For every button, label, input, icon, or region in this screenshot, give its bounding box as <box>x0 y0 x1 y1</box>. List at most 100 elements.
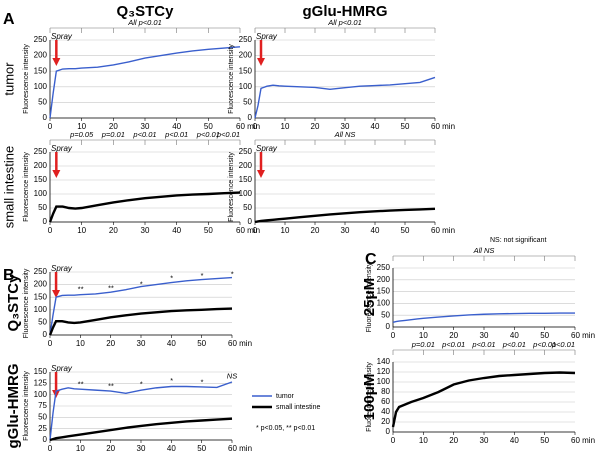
spray-label: Spray <box>256 32 278 41</box>
y-tick-label: 150 <box>34 66 48 75</box>
x-tick-label: 10 <box>77 226 86 235</box>
series-line <box>391 371 576 428</box>
y-tick-label: 0 <box>43 113 48 122</box>
x-tick-label: 10 <box>281 226 290 235</box>
y-tick-label: 100 <box>34 189 48 198</box>
annotation: p<0.01 <box>216 130 240 139</box>
x-tick-label: 60 min <box>236 122 260 131</box>
x-tick-label: 20 <box>311 226 320 235</box>
annotation: p<0.01 <box>441 340 465 349</box>
x-tick-label: 30 <box>480 331 489 340</box>
y-tick-label: 50 <box>38 318 47 327</box>
legend-label: tumor <box>276 393 295 400</box>
x-tick-label: 60 min <box>571 436 595 445</box>
y-tick-label: 100 <box>239 189 253 198</box>
y-tick-label: 50 <box>381 310 390 319</box>
x-tick-label: 40 <box>510 436 519 445</box>
y-tick-label: 100 <box>34 82 48 91</box>
x-tick-label: 40 <box>167 339 176 348</box>
x-tick-label: 60 min <box>571 331 595 340</box>
y-axis-label: Fluorescence intensity <box>23 152 30 222</box>
x-tick-label: 20 <box>106 339 115 348</box>
annotation: ** <box>108 381 115 390</box>
y-tick-label: 150 <box>34 292 48 301</box>
x-tick-label: 40 <box>167 444 176 453</box>
y-tick-label: 200 <box>239 161 253 170</box>
y-tick-label: 140 <box>377 357 391 366</box>
annotation: * <box>170 376 174 385</box>
annotation: * <box>170 273 174 282</box>
x-tick-label: 0 <box>48 122 53 131</box>
annotation: All p<0.01 <box>327 18 362 27</box>
panel-label: C <box>365 251 377 268</box>
x-tick-label: 20 <box>106 444 115 453</box>
annotation: p=0.01 <box>411 340 435 349</box>
y-axis-label: Fluorescence intensity <box>366 362 373 432</box>
x-tick-label: 60 min <box>228 339 252 348</box>
annotation: NS <box>227 372 237 381</box>
panel-label: A <box>3 11 15 28</box>
series-line <box>254 207 436 224</box>
x-tick-label: 30 <box>341 226 350 235</box>
column-header: Q₃STCy <box>117 3 175 20</box>
y-axis-label: Fluorescence intensity <box>23 268 30 338</box>
series-line <box>48 307 233 336</box>
spray-label: Spray <box>51 144 73 153</box>
x-tick-label: 50 <box>204 122 213 131</box>
annotation: All p<0.01 <box>127 18 162 27</box>
annotation: p<0.01 <box>164 130 188 139</box>
y-tick-label: 0 <box>43 217 48 226</box>
x-tick-label: 40 <box>172 122 181 131</box>
spray-arrowhead <box>257 170 265 178</box>
y-tick-label: 75 <box>38 401 47 410</box>
spray-arrowhead <box>52 58 61 66</box>
x-tick-label: 60 min <box>431 122 455 131</box>
y-tick-label: 0 <box>386 322 391 331</box>
x-tick-label: 50 <box>401 122 410 131</box>
series-line <box>49 381 233 441</box>
y-tick-label: 20 <box>381 417 390 426</box>
y-tick-label: 150 <box>239 66 253 75</box>
x-tick-label: 40 <box>371 122 380 131</box>
x-tick-label: 0 <box>391 436 396 445</box>
x-tick-label: 30 <box>341 122 350 131</box>
annotation: p<0.01 <box>532 340 556 349</box>
y-tick-label: 250 <box>239 147 253 156</box>
note: NS: not significant <box>490 237 546 244</box>
y-tick-label: 50 <box>38 412 47 421</box>
series-line <box>49 276 233 336</box>
note: * p<0.05, ** p<0.01 <box>256 425 315 432</box>
series-line <box>392 312 575 323</box>
annotation: ** <box>77 285 84 294</box>
y-tick-label: 250 <box>34 35 48 44</box>
y-tick-label: 60 <box>381 397 390 406</box>
annotation: All NS <box>334 130 356 139</box>
y-tick-label: 150 <box>377 287 391 296</box>
x-tick-label: 30 <box>137 339 146 348</box>
x-tick-label: 20 <box>109 122 118 131</box>
x-tick-label: 50 <box>401 226 410 235</box>
y-tick-label: 100 <box>34 305 48 314</box>
x-tick-label: 30 <box>141 226 150 235</box>
y-tick-label: 50 <box>38 203 47 212</box>
spray-arrowhead <box>52 170 61 178</box>
spray-arrowhead <box>257 58 265 66</box>
annotation: * <box>140 280 144 289</box>
annotation: p<0.01 <box>132 130 156 139</box>
series-line <box>49 46 241 119</box>
x-tick-label: 0 <box>48 444 53 453</box>
spray-label: Spray <box>51 364 73 373</box>
x-tick-label: 20 <box>109 226 118 235</box>
series-line <box>49 417 233 442</box>
annotation: p<0.01 <box>196 130 220 139</box>
x-tick-label: 0 <box>48 339 53 348</box>
x-tick-label: 10 <box>76 444 85 453</box>
annotation: * <box>140 380 144 389</box>
x-tick-label: 10 <box>419 331 428 340</box>
x-tick-label: 20 <box>311 122 320 131</box>
annotation: p=0.05 <box>69 130 94 139</box>
x-tick-label: 20 <box>449 436 458 445</box>
y-axis-label: Fluorescence intensity <box>23 44 30 114</box>
x-tick-label: 0 <box>253 226 258 235</box>
